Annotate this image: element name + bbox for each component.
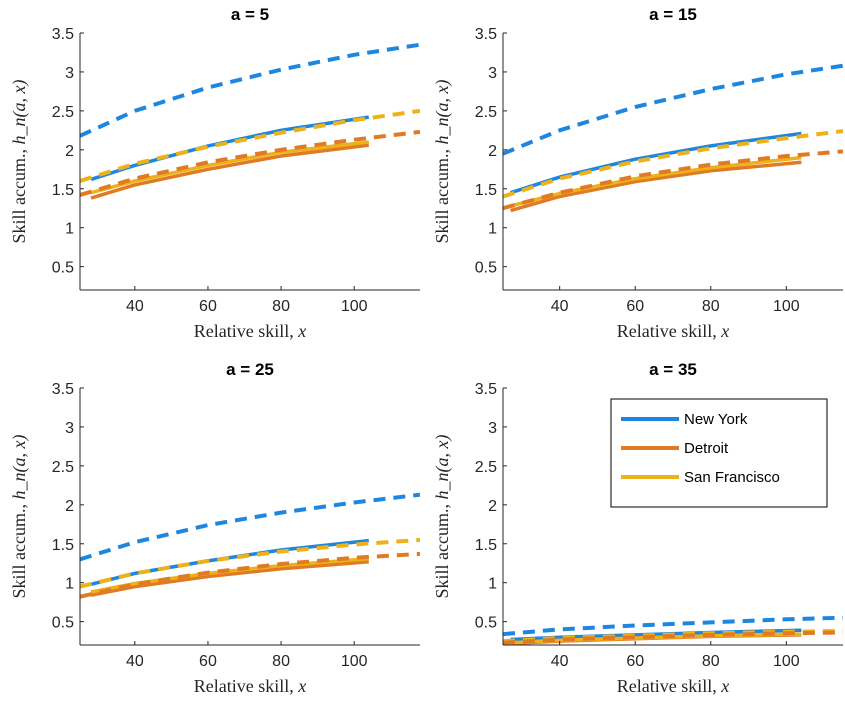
y-axis-label-var: h_n(a, x)	[9, 435, 30, 500]
series-3-dashed-line	[80, 492, 420, 562]
y-axis-label: Skill accum., h_n(a, x)	[9, 80, 30, 244]
x-tick-label: 100	[773, 653, 800, 670]
panel-3: 40 60 80 100 0.5 1 1.5 2 2.5 3 3.5 a = 25 Relative s…	[9, 360, 420, 696]
series-group	[503, 615, 843, 645]
y-tick-label: 3	[65, 65, 74, 82]
legend-label: New York	[684, 411, 748, 428]
y-tick-label: 2	[65, 143, 74, 160]
x-axis-label-var: x	[297, 321, 306, 341]
x-axis-label: Relative skill, x	[194, 676, 306, 696]
series-5-dashed-line	[80, 551, 420, 599]
y-axis-label-text: Skill accum.,	[9, 500, 29, 599]
x-tick-label: 80	[272, 653, 290, 670]
series-3-dashed-line	[503, 63, 843, 156]
series-5-dashed-line	[80, 129, 420, 197]
y-tick-label: 1.5	[52, 182, 74, 199]
x-tick-label: 100	[341, 653, 368, 670]
x-axis-label-text: Relative skill,	[617, 676, 721, 696]
x-tick-label: 40	[126, 653, 144, 670]
x-axis-label-text: Relative skill,	[194, 321, 298, 341]
series-4-dashed-line	[80, 108, 420, 183]
panel-title: a = 5	[231, 5, 269, 24]
x-axis-label: Relative skill, x	[617, 321, 729, 341]
y-tick-label: 3.5	[475, 26, 497, 43]
x-tick-label: 60	[199, 298, 217, 315]
y-axis-label-var: h_n(a, x)	[432, 80, 453, 145]
detroit-solid-line	[90, 143, 370, 200]
panel-title: a = 35	[649, 360, 697, 379]
x-axis-label-text: Relative skill,	[617, 321, 721, 341]
y-axis-label: Skill accum., h_n(a, x)	[9, 435, 30, 599]
y-axis-label-text: Skill accum.,	[432, 145, 452, 244]
x-tick-label: 40	[126, 298, 144, 315]
series-4-dashed-line	[503, 129, 843, 199]
panel-title: a = 25	[226, 360, 274, 379]
series-3-dashed-line	[80, 42, 420, 138]
y-axis-label: Skill accum., h_n(a, x)	[432, 80, 453, 244]
detroit-solid-line	[90, 559, 369, 597]
detroit-solid-line	[510, 160, 802, 213]
x-tick-label: 100	[341, 298, 368, 315]
x-tick-label: 60	[199, 653, 217, 670]
y-axis-label-var: h_n(a, x)	[432, 435, 453, 500]
panel-title: a = 15	[649, 5, 697, 24]
legend-label: San Francisco	[684, 469, 780, 486]
y-tick-label: 2.5	[52, 459, 74, 476]
panel-4: 40 60 80 100 0.5 1 1.5 2 2.5 3 3.5 a = 35 Relative s…	[432, 360, 843, 696]
x-tick-label: 80	[272, 298, 290, 315]
y-tick-label: 0.5	[475, 260, 497, 277]
y-tick-label: 2	[488, 498, 497, 515]
y-tick-label: 1.5	[52, 537, 74, 554]
x-tick-label: 80	[702, 653, 720, 670]
y-axis-label-var: h_n(a, x)	[9, 80, 30, 145]
x-axis-label-var: x	[720, 321, 729, 341]
y-tick-label: 3	[488, 65, 497, 82]
legend: New York Detroit San Francisco	[610, 398, 828, 508]
legend-label: Detroit	[684, 440, 729, 457]
panel-2: 40 60 80 100 0.5 1 1.5 2 2.5 3 3.5 a = 15 Relative s…	[432, 5, 843, 341]
x-axis-label-text: Relative skill,	[194, 676, 298, 696]
y-tick-label: 2.5	[52, 104, 74, 121]
y-tick-label: 1	[488, 221, 497, 238]
x-axis-label-var: x	[297, 676, 306, 696]
x-axis-label: Relative skill, x	[617, 676, 729, 696]
y-axis-label-text: Skill accum.,	[432, 500, 452, 599]
y-tick-label: 2	[65, 498, 74, 515]
y-axis-label: Skill accum., h_n(a, x)	[432, 435, 453, 599]
series-3-dashed-line	[503, 615, 843, 637]
series-group	[80, 42, 420, 200]
y-tick-label: 1	[65, 576, 74, 593]
series-5-dashed-line	[503, 630, 843, 645]
x-tick-label: 100	[773, 298, 800, 315]
x-axis-label-var: x	[720, 676, 729, 696]
y-tick-label: 3	[488, 420, 497, 437]
y-tick-label: 1	[65, 221, 74, 238]
panel-1: 40 60 80 100 0.5 1 1.5 2 2.5 3 3.5 a = 5 Relative sk…	[9, 5, 420, 341]
y-tick-label: 3.5	[52, 381, 74, 398]
series-group	[80, 492, 420, 599]
y-tick-label: 3.5	[52, 26, 74, 43]
y-axis-label-text: Skill accum.,	[9, 145, 29, 244]
x-tick-label: 60	[626, 653, 644, 670]
series-5-dashed-line	[503, 149, 843, 211]
y-tick-label: 1.5	[475, 537, 497, 554]
x-tick-label: 40	[551, 298, 569, 315]
x-tick-label: 40	[551, 653, 569, 670]
y-tick-label: 2.5	[475, 459, 497, 476]
y-tick-label: 0.5	[52, 615, 74, 632]
y-tick-label: 0.5	[52, 260, 74, 277]
y-tick-label: 3	[65, 420, 74, 437]
y-tick-label: 2.5	[475, 104, 497, 121]
series-group	[503, 63, 843, 213]
series-4-dashed-line	[80, 537, 420, 589]
y-tick-label: 2	[488, 143, 497, 160]
y-tick-label: 0.5	[475, 615, 497, 632]
x-tick-label: 80	[702, 298, 720, 315]
y-tick-label: 1	[488, 576, 497, 593]
x-tick-label: 60	[626, 298, 644, 315]
y-tick-label: 1.5	[475, 182, 497, 199]
y-tick-label: 3.5	[475, 381, 497, 398]
x-axis-label: Relative skill, x	[194, 321, 306, 341]
